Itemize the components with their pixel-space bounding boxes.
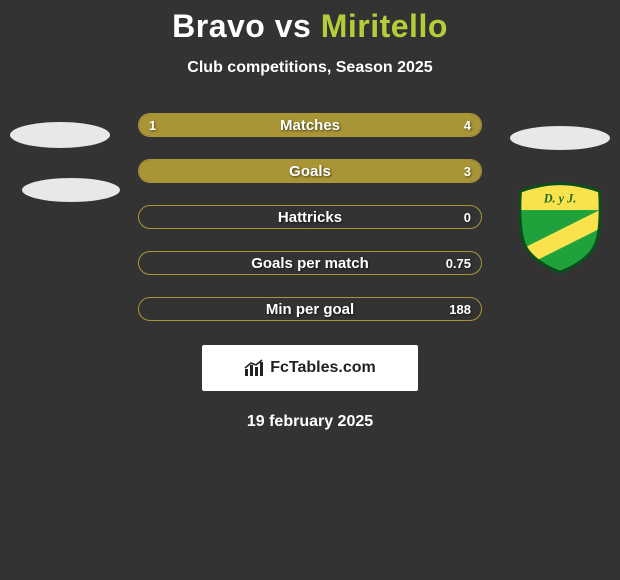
player1-club-placeholder	[22, 178, 120, 202]
chart-icon	[244, 359, 266, 377]
stat-bar: Goals3	[138, 159, 482, 183]
stat-bar: Matches1 4	[138, 113, 482, 137]
stat-label: Goals	[139, 160, 481, 182]
date-text: 19 february 2025	[0, 413, 620, 431]
stat-label: Hattricks	[139, 206, 481, 228]
stat-label: Matches	[139, 114, 481, 136]
stat-value-right: 4	[464, 114, 471, 136]
stat-value-left: 1	[149, 114, 156, 136]
vs-text: vs	[275, 8, 312, 44]
stat-value-right: 0	[464, 206, 471, 228]
brand-box: FcTables.com	[202, 345, 418, 391]
subtitle: Club competitions, Season 2025	[0, 59, 620, 77]
stat-value-right: 0.75	[446, 252, 471, 274]
stat-bar: Hattricks0	[138, 205, 482, 229]
player2-avatar-placeholder	[510, 126, 610, 150]
player1-avatar-placeholder	[10, 122, 110, 148]
player2-name: Miritello	[321, 8, 448, 44]
stat-label: Goals per match	[139, 252, 481, 274]
badge-text: D. y J.	[543, 192, 577, 206]
stat-bar: Min per goal188	[138, 297, 482, 321]
page-title: Bravo vs Miritello	[0, 0, 620, 45]
stats-bars: Matches1 4 Goals3 Hattricks0 Goals per match…	[138, 113, 482, 321]
player1-name: Bravo	[172, 8, 265, 44]
stat-bar: Goals per match0.75	[138, 251, 482, 275]
stat-value-right: 3	[464, 160, 471, 182]
stat-label: Min per goal	[139, 298, 481, 320]
stat-value-right: 188	[449, 298, 471, 320]
brand-text: FcTables.com	[270, 359, 376, 377]
player2-club-badge: D. y J.	[512, 180, 608, 274]
